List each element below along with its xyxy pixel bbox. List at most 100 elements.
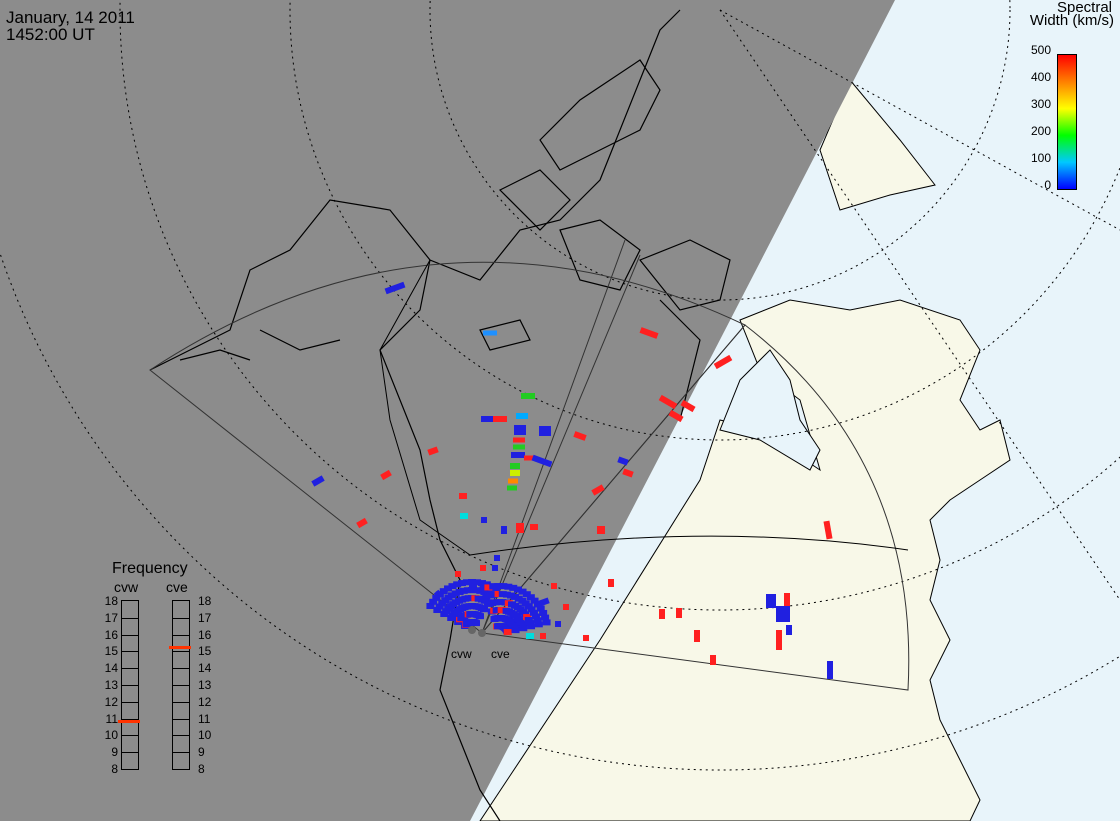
cve-frequency-tick: 12 (198, 695, 218, 709)
cvw-frequency-scale (121, 600, 139, 770)
scatter-cell (530, 524, 538, 530)
scatter-cell (659, 609, 665, 619)
frequency-gridline (173, 651, 189, 652)
scatter-cell (507, 486, 517, 491)
cve-frequency-tick: 16 (198, 628, 218, 642)
scatter-cell (510, 463, 520, 469)
scatter-cell (535, 621, 543, 627)
cve-frequency-tick: 13 (198, 678, 218, 692)
frequency-gridline (122, 618, 138, 619)
cve-frequency-tick: 11 (198, 712, 218, 726)
scatter-cell (494, 555, 500, 561)
cve-frequency-tick: 10 (198, 728, 218, 742)
cve-frequency-tick: 17 (198, 611, 218, 625)
scatter-cell (776, 606, 790, 622)
cvw-frequency-tick: 13 (98, 678, 118, 692)
scatter-cell (563, 604, 569, 610)
cvw-frequency-tick: 11 (98, 712, 118, 726)
frequency-gridline (122, 752, 138, 753)
colorbar-tick: 300 (1021, 97, 1051, 111)
scatter-cell (608, 579, 614, 587)
scatter-cell (776, 630, 782, 650)
scatter-cell (784, 593, 790, 607)
scatter-cell (510, 470, 520, 476)
scatter-cell (483, 331, 497, 336)
cve-frequency-scale (172, 600, 190, 770)
frequency-gridline (122, 735, 138, 736)
scatter-cell (514, 425, 526, 435)
scatter-cell (543, 619, 551, 625)
cvw-frequency-tick: 16 (98, 628, 118, 642)
radar-label-cve: cve (491, 647, 510, 661)
cvw-frequency-tick: 9 (98, 745, 118, 759)
cve-frequency-tick: 9 (198, 745, 218, 759)
colorbar-tick: 0 (1021, 178, 1051, 192)
scatter-cell (480, 606, 488, 612)
frequency-gridline (122, 635, 138, 636)
scatter-cell (504, 629, 512, 635)
frequency-gridline (173, 685, 189, 686)
frequency-gridline (173, 635, 189, 636)
scatter-cell (501, 526, 507, 534)
cvw-frequency-tick: 17 (98, 611, 118, 625)
scatter-cell (583, 635, 589, 641)
scatter-cell (694, 630, 700, 642)
scatter-cell (551, 583, 557, 589)
cve-frequency-tick: 18 (198, 594, 218, 608)
colorbar-tick: 500 (1021, 43, 1051, 57)
scatter-cell (511, 452, 525, 458)
cve-frequency-tick: 15 (198, 644, 218, 658)
scatter-cell (481, 517, 487, 523)
scatter-cell (508, 479, 518, 484)
frequency-gridline (173, 618, 189, 619)
radar-site-marker (468, 626, 476, 634)
colorbar-tick: 100 (1021, 151, 1051, 165)
frequency-gridline (173, 668, 189, 669)
scatter-cell (455, 571, 461, 577)
scatter-cell (521, 393, 535, 399)
cvw-frequency-tick: 12 (98, 695, 118, 709)
cvw-frequency-tick: 18 (98, 594, 118, 608)
frequency-gridline (173, 702, 189, 703)
scatter-cell (476, 613, 484, 619)
date-label: January, 14 2011 (6, 10, 135, 26)
scatter-cell (516, 413, 528, 419)
scatter-cell (480, 565, 486, 571)
scatter-cell (481, 416, 495, 422)
scatter-cell (516, 523, 524, 533)
radar-site-marker (478, 629, 486, 637)
frequency-gridline (173, 719, 189, 720)
scatter-cell (519, 625, 527, 631)
frequency-gridline (122, 651, 138, 652)
scatter-cell (710, 655, 716, 665)
time-label: 1452:00 UT (6, 27, 95, 43)
cvw-freq-label: cvw (114, 579, 138, 595)
frequency-title: Frequency (112, 560, 188, 578)
frequency-gridline (122, 668, 138, 669)
scatter-cell (472, 620, 480, 626)
frequency-gridline (122, 685, 138, 686)
scatter-cell (539, 426, 551, 436)
cvw-frequency-tick: 8 (98, 762, 118, 776)
scatter-cell (555, 621, 561, 627)
scatter-cell (460, 513, 468, 519)
frequency-gridline (173, 735, 189, 736)
cve-frequency-tick: 14 (198, 661, 218, 675)
scatter-cell (540, 633, 546, 639)
colorbar-tick: 400 (1021, 70, 1051, 84)
scatter-cell (492, 565, 498, 571)
scatter-cell (786, 625, 792, 635)
scatter-cell (597, 526, 605, 534)
scatter-cell (513, 445, 525, 450)
scatter-cell (493, 416, 507, 422)
scatter-cell (827, 661, 833, 679)
cve-frequency-tick: 8 (198, 762, 218, 776)
scatter-cell (513, 438, 525, 443)
scatter-cell (526, 633, 534, 639)
cvw-frequency-marker (118, 720, 140, 723)
scatter-cell (766, 594, 776, 608)
cve-frequency-marker (169, 646, 191, 649)
cvw-frequency-tick: 15 (98, 644, 118, 658)
